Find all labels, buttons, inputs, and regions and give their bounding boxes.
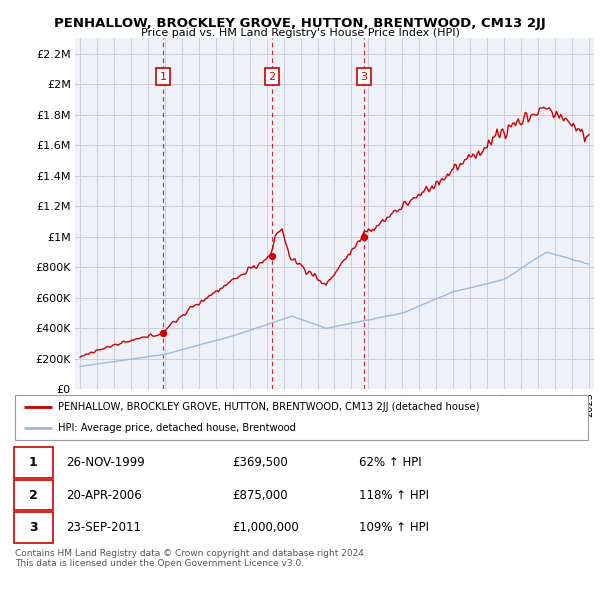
Text: 2: 2 [29, 489, 38, 502]
Point [158, 328, 168, 337]
FancyBboxPatch shape [14, 512, 53, 543]
Text: 26-NOV-1999: 26-NOV-1999 [67, 456, 145, 469]
Text: 20-APR-2006: 20-APR-2006 [67, 489, 142, 502]
Text: Contains HM Land Registry data © Crown copyright and database right 2024.
This d: Contains HM Land Registry data © Crown c… [15, 549, 367, 568]
Text: Price paid vs. HM Land Registry's House Price Index (HPI): Price paid vs. HM Land Registry's House … [140, 28, 460, 38]
FancyBboxPatch shape [15, 395, 588, 440]
Text: PENHALLOW, BROCKLEY GROVE, HUTTON, BRENTWOOD, CM13 2JJ: PENHALLOW, BROCKLEY GROVE, HUTTON, BRENT… [54, 17, 546, 30]
Text: 1: 1 [160, 71, 167, 81]
Text: 2: 2 [268, 71, 275, 81]
FancyBboxPatch shape [14, 447, 53, 478]
Text: 3: 3 [29, 521, 38, 534]
Point [359, 232, 368, 241]
Text: £875,000: £875,000 [233, 489, 289, 502]
Text: 118% ↑ HPI: 118% ↑ HPI [359, 489, 429, 502]
Text: 62% ↑ HPI: 62% ↑ HPI [359, 456, 421, 469]
Text: 23-SEP-2011: 23-SEP-2011 [67, 521, 142, 534]
Text: £1,000,000: £1,000,000 [233, 521, 299, 534]
Point [267, 251, 277, 261]
Text: £369,500: £369,500 [233, 456, 289, 469]
Text: 109% ↑ HPI: 109% ↑ HPI [359, 521, 429, 534]
Text: PENHALLOW, BROCKLEY GROVE, HUTTON, BRENTWOOD, CM13 2JJ (detached house): PENHALLOW, BROCKLEY GROVE, HUTTON, BRENT… [58, 402, 479, 412]
Text: 3: 3 [360, 71, 367, 81]
FancyBboxPatch shape [14, 480, 53, 510]
Text: HPI: Average price, detached house, Brentwood: HPI: Average price, detached house, Bren… [58, 422, 296, 432]
Text: 1: 1 [29, 456, 38, 469]
